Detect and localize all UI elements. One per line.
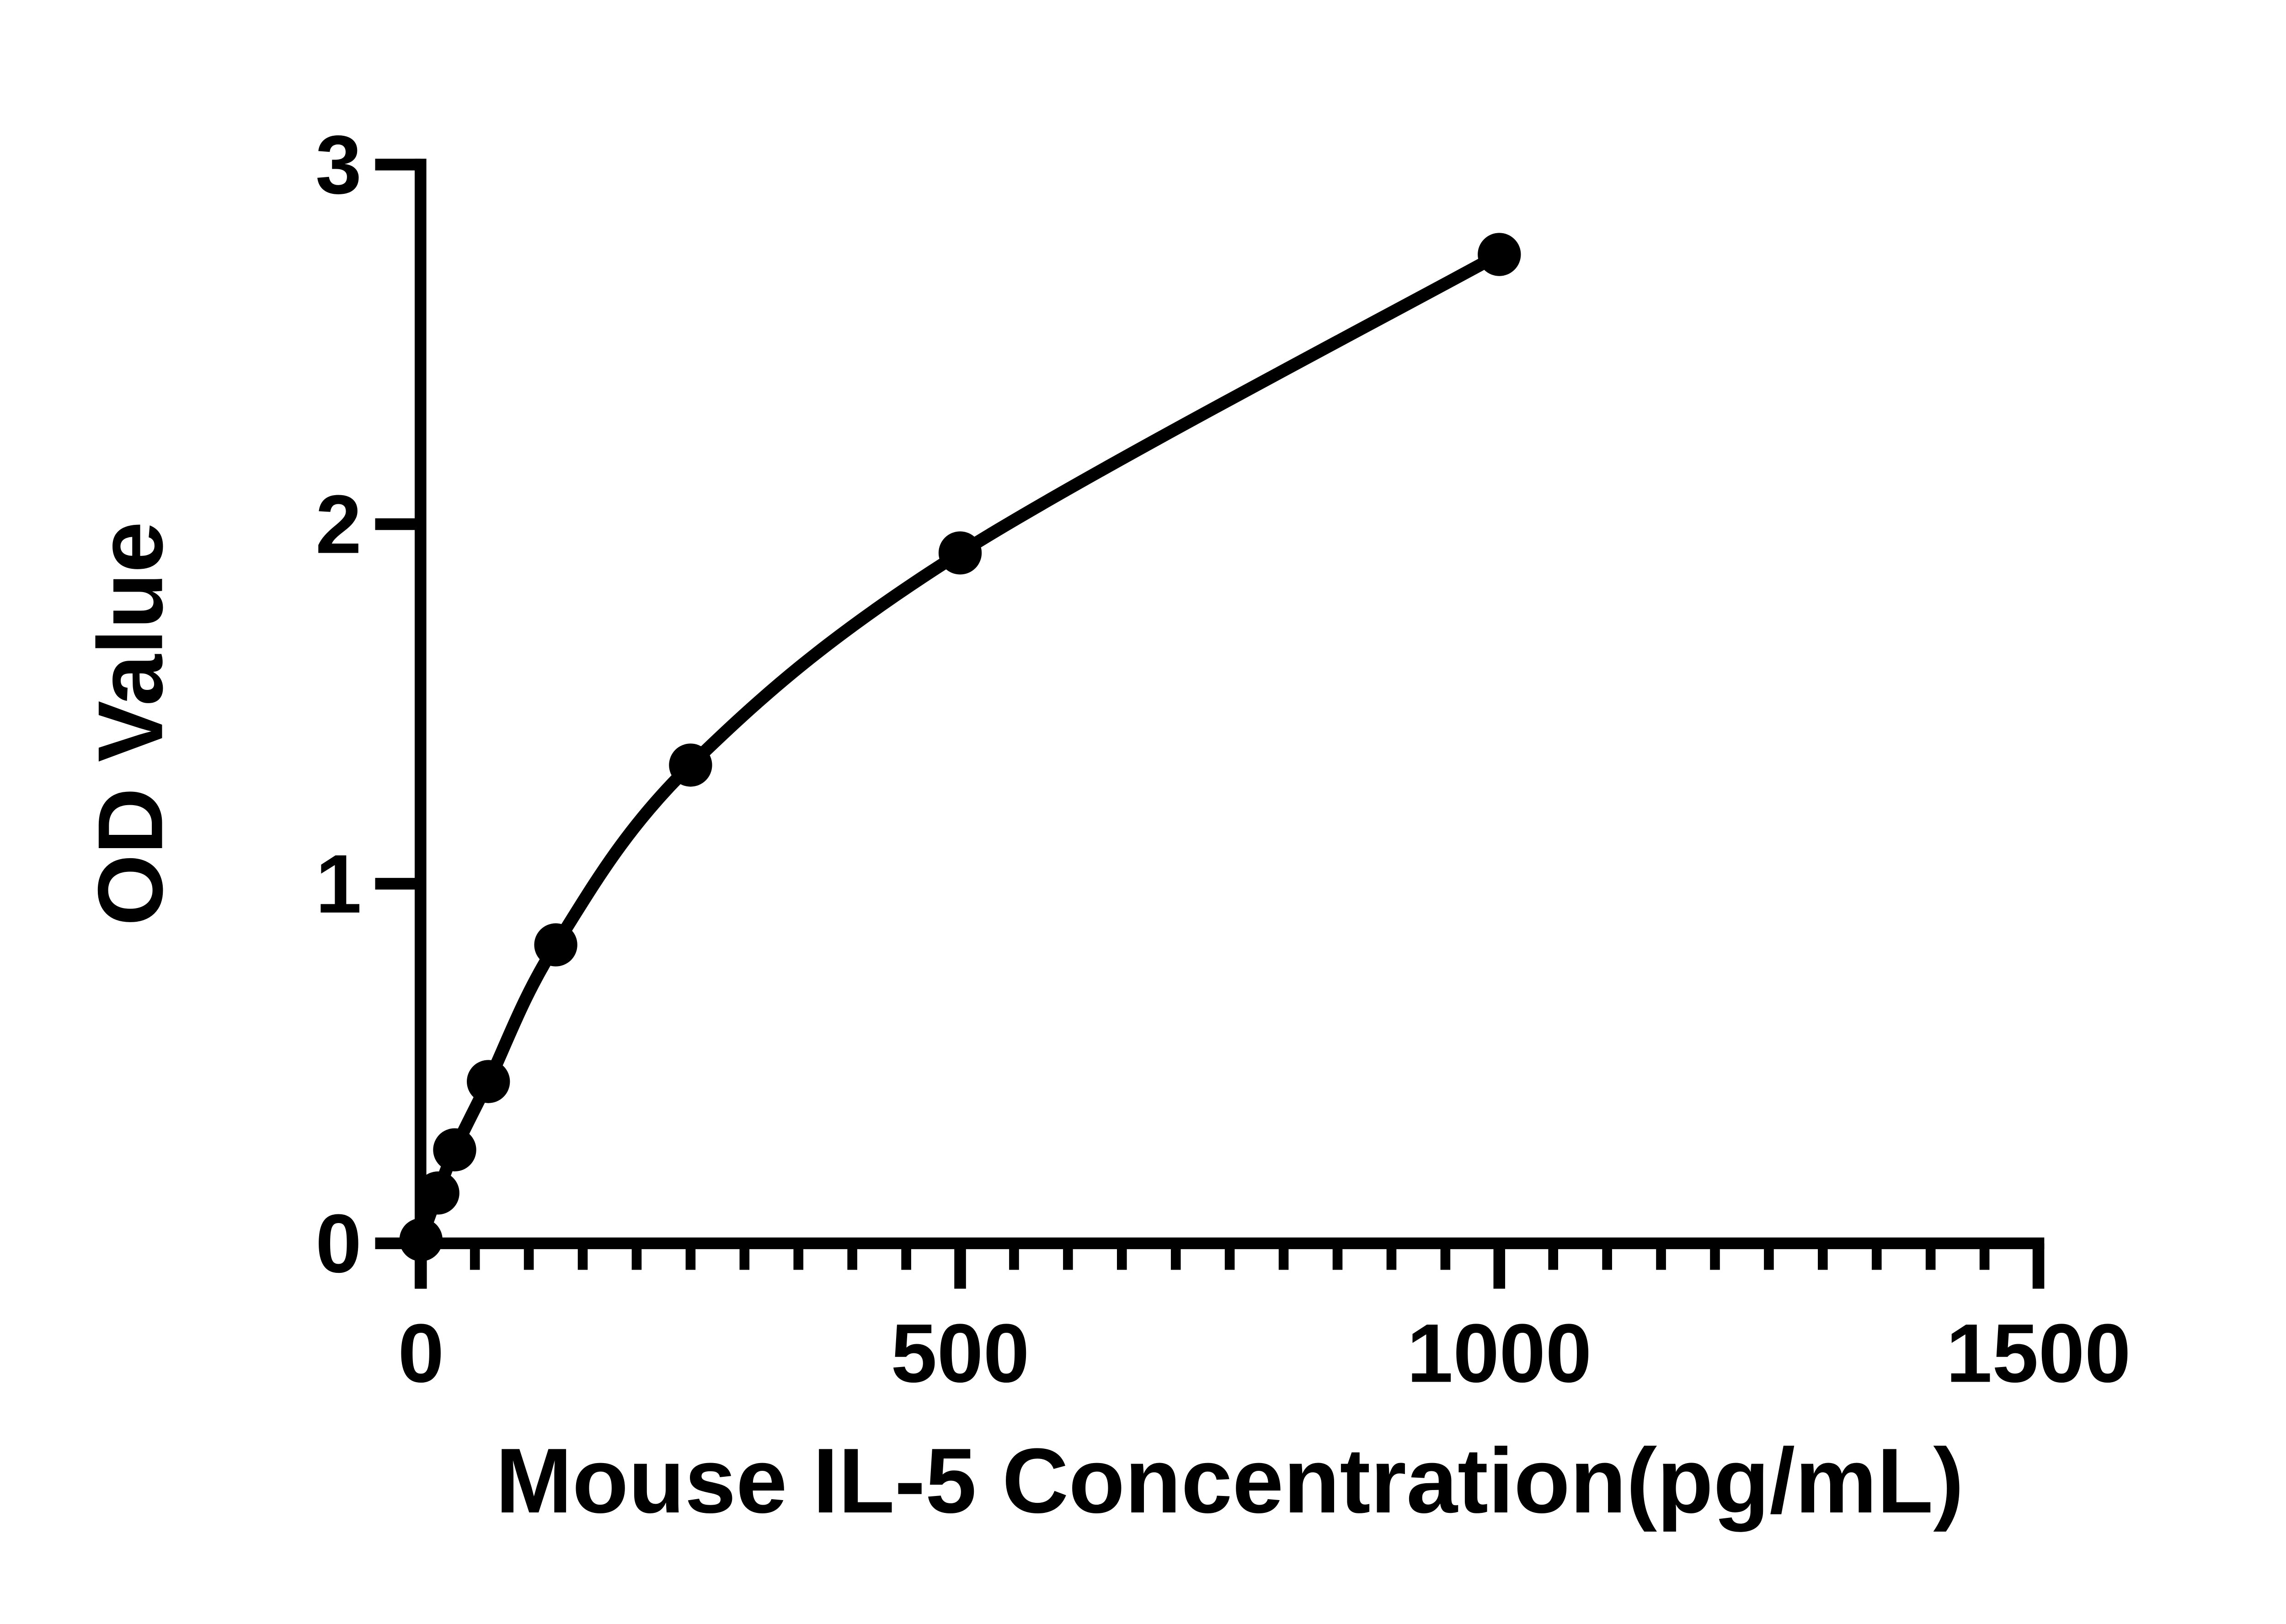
y-tick-label: 1 [315, 837, 362, 930]
data-point [534, 923, 577, 967]
y-axis-title: OD Value [79, 522, 182, 926]
data-point [938, 531, 982, 575]
fit-curve [415, 249, 1502, 1242]
x-tick-label: 1000 [1407, 1306, 1592, 1400]
fit-curve-layer [415, 249, 1502, 1242]
ticks-layer: 0 1 2 3 0 500 1000 1500 [315, 118, 2131, 1400]
data-point [416, 1171, 459, 1215]
y-tick-label: 3 [315, 118, 362, 211]
data-point [433, 1128, 476, 1172]
data-point [467, 1060, 510, 1103]
data-point [669, 743, 712, 787]
x-tick-label: 0 [398, 1306, 444, 1400]
data-points-layer [399, 233, 1521, 1261]
data-point [399, 1218, 443, 1261]
x-axis-title: Mouse IL-5 Concentration(pg/mL) [496, 1429, 1964, 1532]
axes-layer [415, 159, 2045, 1289]
y-tick-label: 0 [315, 1197, 362, 1290]
y-tick-label: 2 [315, 477, 362, 571]
data-point [1478, 233, 1521, 276]
x-tick-label: 1500 [1946, 1306, 2131, 1400]
x-tick-label: 500 [891, 1306, 1029, 1400]
